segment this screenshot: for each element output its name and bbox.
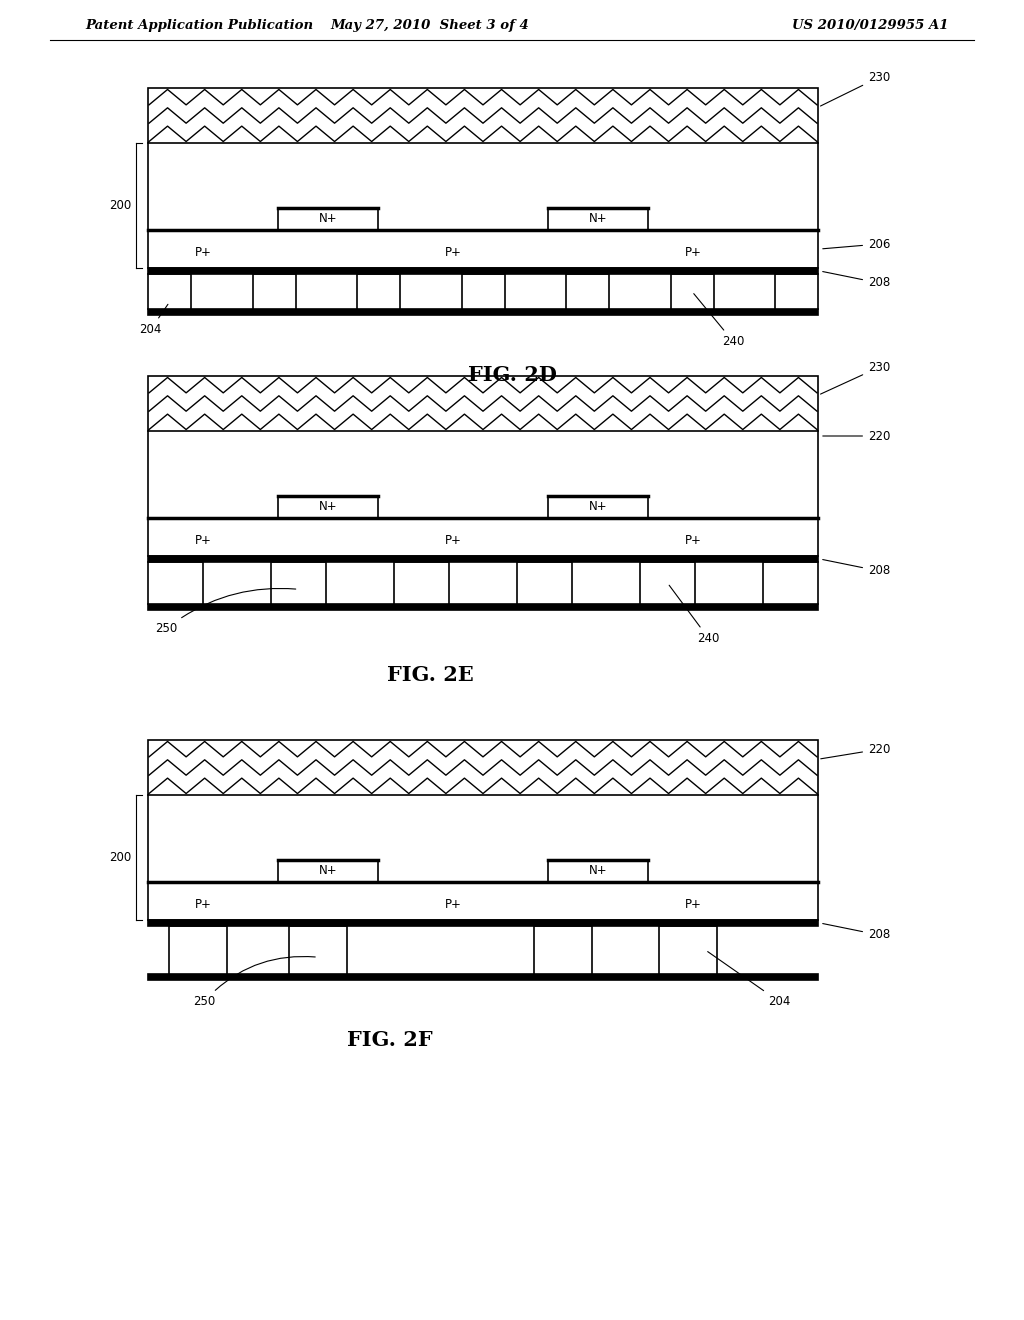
Bar <box>169 927 227 974</box>
Text: 208: 208 <box>822 560 890 578</box>
Text: N+: N+ <box>589 500 607 513</box>
Bar <box>253 275 296 309</box>
Text: 204: 204 <box>139 305 168 337</box>
Bar <box>566 275 609 309</box>
Bar <box>357 275 400 309</box>
Bar <box>278 496 378 517</box>
Text: P+: P+ <box>444 533 462 546</box>
Text: 250: 250 <box>156 589 296 635</box>
Text: 220: 220 <box>822 429 891 442</box>
Text: 204: 204 <box>708 952 791 1008</box>
Text: P+: P+ <box>195 898 211 911</box>
Bar <box>271 562 326 605</box>
Text: 250: 250 <box>193 957 315 1008</box>
Bar <box>148 309 818 315</box>
Text: FIG. 2D: FIG. 2D <box>468 366 556 385</box>
Text: P+: P+ <box>444 246 462 259</box>
Bar <box>394 562 449 605</box>
Text: N+: N+ <box>318 500 337 513</box>
Text: N+: N+ <box>589 865 607 878</box>
Bar <box>148 275 191 309</box>
Text: 240: 240 <box>694 293 744 348</box>
Text: 208: 208 <box>822 924 890 941</box>
Text: FIG. 2F: FIG. 2F <box>347 1030 433 1049</box>
Bar <box>640 562 695 605</box>
Bar <box>462 275 505 309</box>
Bar <box>148 741 818 795</box>
Bar <box>278 861 378 882</box>
Text: P+: P+ <box>685 898 701 911</box>
Text: 230: 230 <box>820 360 890 395</box>
Bar <box>763 562 818 605</box>
Bar <box>148 562 203 605</box>
Text: P+: P+ <box>195 533 211 546</box>
Bar <box>148 882 818 920</box>
Text: 206: 206 <box>822 238 891 251</box>
Bar <box>148 88 818 143</box>
Bar <box>148 974 818 979</box>
Bar <box>548 209 648 230</box>
Bar <box>775 275 818 309</box>
Text: P+: P+ <box>685 533 701 546</box>
Text: 208: 208 <box>822 272 890 289</box>
Bar <box>148 556 818 562</box>
Text: FIG. 2E: FIG. 2E <box>387 665 473 685</box>
Text: 200: 200 <box>109 851 131 865</box>
Text: N+: N+ <box>318 865 337 878</box>
Text: 240: 240 <box>669 585 720 645</box>
Text: May 27, 2010  Sheet 3 of 4: May 27, 2010 Sheet 3 of 4 <box>331 18 529 32</box>
Bar <box>517 562 572 605</box>
Text: N+: N+ <box>589 213 607 226</box>
Bar <box>148 605 818 610</box>
Bar <box>148 376 818 432</box>
Bar <box>148 920 818 927</box>
Bar <box>671 275 714 309</box>
Bar <box>148 230 818 268</box>
Bar <box>278 209 378 230</box>
Text: 200: 200 <box>109 199 131 213</box>
Bar <box>659 927 717 974</box>
Text: P+: P+ <box>195 246 211 259</box>
Bar <box>148 268 818 275</box>
Bar <box>548 861 648 882</box>
Text: 220: 220 <box>821 743 891 759</box>
Text: Patent Application Publication: Patent Application Publication <box>85 18 313 32</box>
Bar <box>534 927 592 974</box>
Bar <box>548 496 648 517</box>
Text: N+: N+ <box>318 213 337 226</box>
Text: P+: P+ <box>685 246 701 259</box>
Text: 230: 230 <box>820 71 890 106</box>
Bar <box>289 927 347 974</box>
Bar <box>148 517 818 556</box>
Text: P+: P+ <box>444 898 462 911</box>
Text: US 2010/0129955 A1: US 2010/0129955 A1 <box>792 18 948 32</box>
